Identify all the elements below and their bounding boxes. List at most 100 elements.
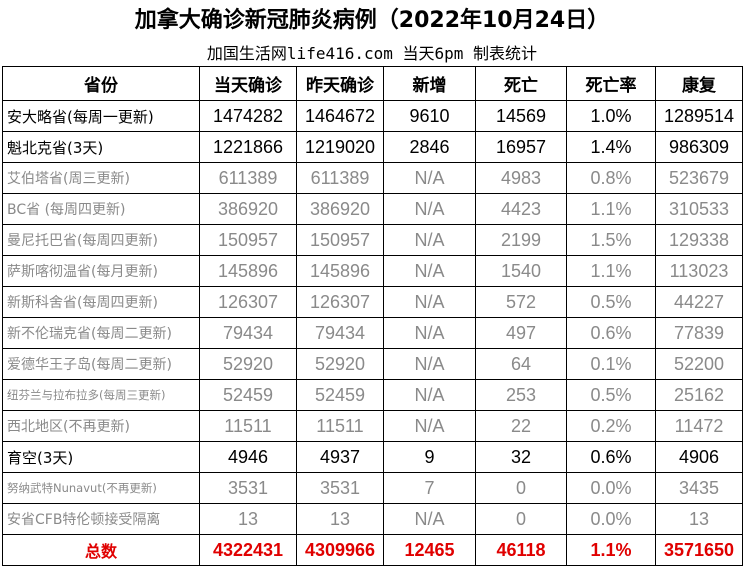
table-row: 西北地区(不再更新) 11511 11511 N/A 22 0.2% 11472 — [2, 410, 743, 442]
province-cell: 新斯科舍省(每周四更新) — [2, 286, 200, 318]
value-cell: 0 — [475, 472, 567, 504]
total-cell: 12465 — [383, 534, 476, 566]
table-row: 育空(3天) 4946 4937 9 32 0.6% 4906 — [2, 441, 743, 473]
subtitle: 加国生活网life416.com 当天6pm 制表统计 — [206, 44, 538, 63]
value-cell: 2846 — [383, 131, 476, 163]
total-row: 总数 4322431 4309966 12465 46118 1.1% 3571650 — [2, 534, 743, 566]
header-cell: 省份 — [2, 66, 200, 101]
total-cell: 1.1% — [566, 534, 656, 566]
table-row: 爱德华王子岛(每周二更新) 52920 52920 N/A 64 0.1% 52200 — [2, 348, 743, 380]
value-cell: 25162 — [655, 379, 743, 411]
value-cell: 986309 — [655, 131, 743, 163]
province-cell: 爱德华王子岛(每周二更新) — [2, 348, 200, 380]
value-cell: 52459 — [296, 379, 384, 411]
table-row: BC省 (每周四更新) 386920 386920 N/A 4423 1.1% 310533 — [2, 193, 743, 225]
value-cell: 310533 — [655, 193, 743, 225]
value-cell: 1219020 — [296, 131, 384, 163]
value-cell: N/A — [383, 348, 476, 380]
value-cell: 1.1% — [566, 193, 656, 225]
value-cell: 145896 — [296, 255, 384, 287]
header-cell: 昨天确诊 — [296, 66, 384, 101]
value-cell: 16957 — [475, 131, 567, 163]
value-cell: 11511 — [199, 410, 297, 442]
value-cell: 126307 — [296, 286, 384, 318]
value-cell: 1464672 — [296, 100, 384, 132]
value-cell: 52920 — [296, 348, 384, 380]
value-cell: 145896 — [199, 255, 297, 287]
value-cell: 0.2% — [566, 410, 656, 442]
value-cell: 77839 — [655, 317, 743, 349]
value-cell: 611389 — [296, 162, 384, 194]
value-cell: 611389 — [199, 162, 297, 194]
table-row: 艾伯塔省(周三更新) 611389 611389 N/A 4983 0.8% 523679 — [2, 162, 743, 194]
value-cell: 14569 — [475, 100, 567, 132]
value-cell: 44227 — [655, 286, 743, 318]
value-cell: 13 — [296, 503, 384, 535]
value-cell: 126307 — [199, 286, 297, 318]
value-cell: 1.5% — [566, 224, 656, 256]
table-row: 萨斯喀彻温省(每月更新) 145896 145896 N/A 1540 1.1% 11302… — [2, 255, 743, 287]
value-cell: 0 — [475, 503, 567, 535]
value-cell: 3531 — [296, 472, 384, 504]
table-row: 努纳武特Nunavut(不再更新) 3531 3531 7 0 0.0% 3435 — [2, 472, 743, 504]
value-cell: 1.4% — [566, 131, 656, 163]
value-cell: 4983 — [475, 162, 567, 194]
value-cell: 11472 — [655, 410, 743, 442]
value-cell: 523679 — [655, 162, 743, 194]
province-cell: 曼尼托巴省(每周四更新) — [2, 224, 200, 256]
value-cell: 4937 — [296, 441, 384, 473]
header-cell: 当天确诊 — [199, 66, 297, 101]
header-cell: 新增 — [383, 66, 476, 101]
value-cell: 0.8% — [566, 162, 656, 194]
province-cell: 西北地区(不再更新) — [2, 410, 200, 442]
value-cell: 1540 — [475, 255, 567, 287]
value-cell: N/A — [383, 224, 476, 256]
value-cell: N/A — [383, 317, 476, 349]
value-cell: 0.5% — [566, 379, 656, 411]
header-cell: 康复 — [655, 66, 743, 101]
value-cell: 9 — [383, 441, 476, 473]
province-cell: 新不伦瑞克省(每周二更新) — [2, 317, 200, 349]
value-cell: N/A — [383, 162, 476, 194]
value-cell: 0.6% — [566, 317, 656, 349]
province-cell: 安省CFB特伦顿接受隔离 — [2, 503, 200, 535]
table-row: 新斯科舍省(每周四更新) 126307 126307 N/A 572 0.5% 44227 — [2, 286, 743, 318]
total-cell: 3571650 — [655, 534, 743, 566]
province-cell: 努纳武特Nunavut(不再更新) — [2, 472, 200, 504]
value-cell: 0.1% — [566, 348, 656, 380]
table-row: 曼尼托巴省(每周四更新) 150957 150957 N/A 2199 1.5% 12933… — [2, 224, 743, 256]
header-cell: 死亡率 — [566, 66, 656, 101]
value-cell: 52200 — [655, 348, 743, 380]
value-cell: 1474282 — [199, 100, 297, 132]
value-cell: N/A — [383, 410, 476, 442]
table-row: 新不伦瑞克省(每周二更新) 79434 79434 N/A 497 0.6% 77839 — [2, 317, 743, 349]
value-cell: N/A — [383, 503, 476, 535]
value-cell: 3435 — [655, 472, 743, 504]
value-cell: 1221866 — [199, 131, 297, 163]
province-cell: BC省 (每周四更新) — [2, 193, 200, 225]
province-cell: 艾伯塔省(周三更新) — [2, 162, 200, 194]
value-cell: 32 — [475, 441, 567, 473]
value-cell: 64 — [475, 348, 567, 380]
total-label: 总数 — [2, 534, 200, 566]
value-cell: 7 — [383, 472, 476, 504]
value-cell: 1289514 — [655, 100, 743, 132]
value-cell: 11511 — [296, 410, 384, 442]
value-cell: 497 — [475, 317, 567, 349]
value-cell: 9610 — [383, 100, 476, 132]
value-cell: N/A — [383, 193, 476, 225]
table-row: 纽芬兰与拉布拉多(每周三更新) 52459 52459 N/A 253 0.5% 25162 — [2, 379, 743, 411]
total-cell: 4322431 — [199, 534, 297, 566]
value-cell: 386920 — [296, 193, 384, 225]
value-cell: N/A — [383, 379, 476, 411]
value-cell: 4946 — [199, 441, 297, 473]
table-row: 安大略省(每周一更新) 1474282 1464672 9610 14569 1.0% 12… — [2, 100, 743, 132]
value-cell: 52920 — [199, 348, 297, 380]
value-cell: 22 — [475, 410, 567, 442]
province-cell: 育空(3天) — [2, 441, 200, 473]
title: 加拿大确诊新冠肺炎病例（2022年10月24日） — [134, 8, 610, 33]
value-cell: 4906 — [655, 441, 743, 473]
value-cell: 13 — [655, 503, 743, 535]
value-cell: 0.0% — [566, 503, 656, 535]
